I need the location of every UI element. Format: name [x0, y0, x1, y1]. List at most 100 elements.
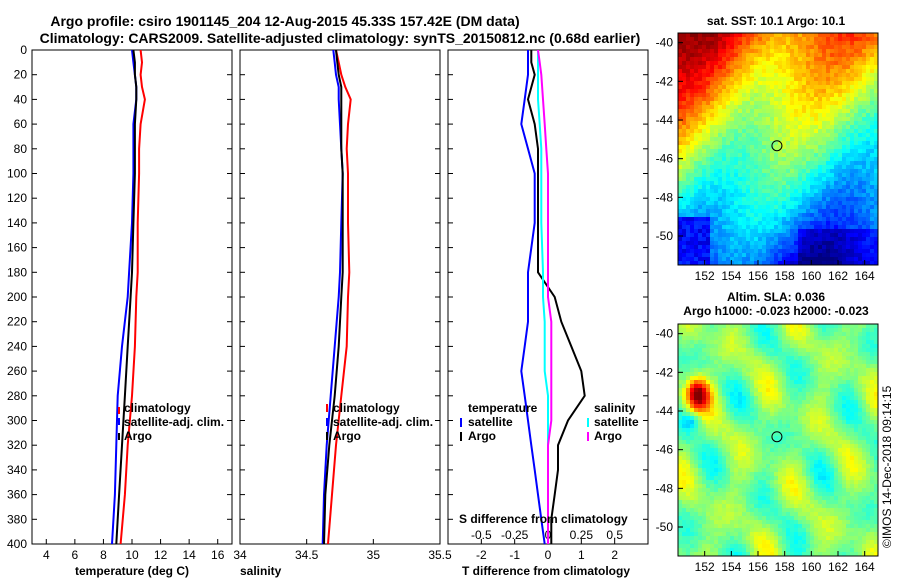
map-cell	[682, 328, 687, 333]
map-cell	[814, 368, 819, 373]
map-cell	[802, 93, 807, 98]
map-cell	[698, 408, 703, 413]
map-cell	[870, 33, 875, 38]
map-cell	[710, 452, 715, 457]
map-cell	[706, 181, 711, 186]
map-cell	[702, 229, 707, 234]
map-cell	[762, 424, 767, 429]
map-cell	[678, 201, 683, 206]
map-cell	[682, 237, 687, 242]
map-cell	[850, 340, 855, 345]
map-cell	[822, 153, 827, 158]
map-cell	[722, 380, 727, 385]
map-cell	[718, 221, 723, 226]
map-cell	[786, 324, 791, 329]
map-cell	[834, 444, 839, 449]
map-cell	[842, 81, 847, 86]
map-cell	[862, 241, 867, 246]
map-cell	[806, 77, 811, 82]
map-cell	[794, 189, 799, 194]
map-cell	[786, 177, 791, 182]
map-cell	[734, 344, 739, 349]
map-cell	[842, 344, 847, 349]
map-cell	[778, 412, 783, 417]
map-cell	[834, 464, 839, 469]
map-cell	[854, 253, 859, 258]
map-cell	[686, 129, 691, 134]
map-cell	[682, 169, 687, 174]
map-cell	[682, 404, 687, 409]
map-cell	[694, 189, 699, 194]
map-cell	[870, 177, 875, 182]
map-cell	[706, 452, 711, 457]
map-cell	[838, 440, 843, 445]
map-cell	[818, 456, 823, 461]
map-cell	[830, 201, 835, 206]
map-cell	[794, 33, 799, 38]
map-cell	[786, 241, 791, 246]
map-cell	[718, 229, 723, 234]
map-cell	[686, 37, 691, 42]
map-cell	[758, 241, 763, 246]
map-cell	[834, 85, 839, 90]
map-cell	[714, 61, 719, 66]
map-cell	[790, 149, 795, 154]
map-cell	[758, 81, 763, 86]
map-cell	[714, 117, 719, 122]
map-cell	[694, 412, 699, 417]
map-cell	[682, 392, 687, 397]
map-cell	[698, 424, 703, 429]
map-cell	[710, 181, 715, 186]
map-cell	[706, 101, 711, 106]
map-cell	[866, 340, 871, 345]
map-cell	[834, 185, 839, 190]
map-cell	[786, 101, 791, 106]
map-cell	[806, 121, 811, 126]
map-cell	[810, 201, 815, 206]
map-cell	[866, 456, 871, 461]
map-cell	[862, 464, 867, 469]
map-cell	[798, 133, 803, 138]
map-cell	[742, 65, 747, 70]
map-cell	[874, 404, 879, 409]
map-cell	[790, 97, 795, 102]
map-cell	[754, 225, 759, 230]
map-cell	[858, 65, 863, 70]
map-cell	[702, 253, 707, 258]
map-cell	[702, 368, 707, 373]
map-cell	[778, 157, 783, 162]
map-cell	[690, 344, 695, 349]
map-cell	[746, 432, 751, 437]
map-cell	[802, 424, 807, 429]
map-cell	[782, 416, 787, 421]
map-cell	[846, 324, 851, 329]
map-cell	[734, 368, 739, 373]
map-cell	[694, 328, 699, 333]
map-cell	[810, 412, 815, 417]
map-cell	[830, 261, 835, 266]
map-cell	[726, 209, 731, 214]
map-cell	[814, 428, 819, 433]
map-cell	[714, 328, 719, 333]
map-cell	[870, 372, 875, 377]
map-cell	[710, 153, 715, 158]
map-cell	[770, 261, 775, 266]
map-cell	[782, 424, 787, 429]
map-cell	[762, 57, 767, 62]
map-cell	[770, 408, 775, 413]
map-cell	[678, 257, 683, 262]
map-cell	[734, 125, 739, 130]
map-cell	[838, 73, 843, 78]
map-cell	[746, 37, 751, 42]
map-cell	[794, 396, 799, 401]
map-cell	[838, 57, 843, 62]
map-cell	[678, 229, 683, 234]
map-cell	[850, 61, 855, 66]
map-cell	[718, 396, 723, 401]
map-cell	[710, 372, 715, 377]
map-cell	[786, 193, 791, 198]
map-cell	[766, 61, 771, 66]
map-cell	[814, 408, 819, 413]
map-cell	[754, 344, 759, 349]
map-cell	[686, 101, 691, 106]
